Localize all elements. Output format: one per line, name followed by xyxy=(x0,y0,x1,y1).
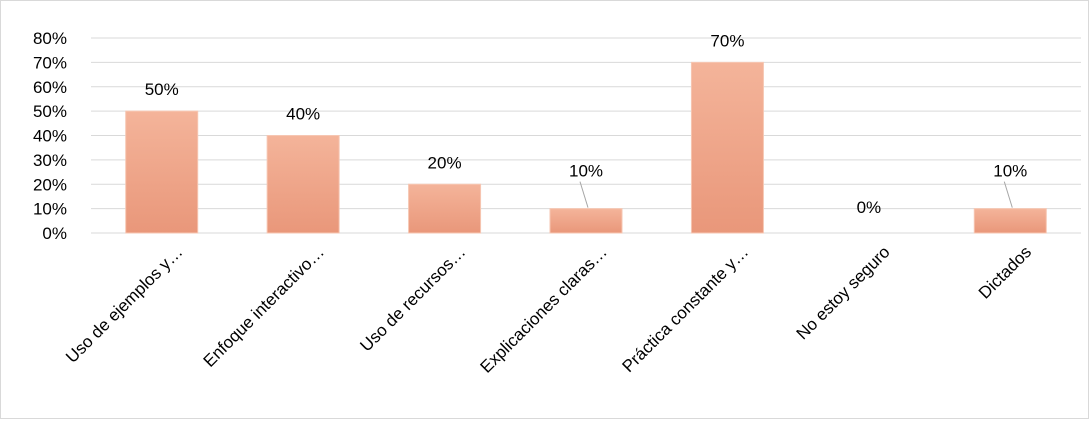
y-tick-label: 10% xyxy=(33,200,67,219)
y-tick-label: 0% xyxy=(42,224,67,243)
leader-line xyxy=(579,181,589,208)
bar xyxy=(408,183,482,234)
gridlines xyxy=(91,37,1081,234)
data-label: 10% xyxy=(569,162,603,181)
bar xyxy=(125,110,199,234)
y-tick-label: 40% xyxy=(33,127,67,146)
leader-line xyxy=(1003,181,1013,208)
data-label: 70% xyxy=(710,31,744,50)
bar xyxy=(690,61,764,234)
y-tick-label: 30% xyxy=(33,151,67,170)
bar xyxy=(266,135,340,234)
bar xyxy=(549,208,623,234)
category-labels: Uso de ejemplos y… Enfoque interactivo… Us… xyxy=(62,242,1035,376)
category-label: Explicaciones claras… xyxy=(476,242,610,376)
category-label: Uso de recursos… xyxy=(356,242,469,355)
bars xyxy=(125,61,1047,234)
y-tick-label: 80% xyxy=(33,29,67,48)
category-label: Dictados xyxy=(975,242,1035,302)
bar xyxy=(973,208,1047,234)
category-label: No estoy seguro xyxy=(793,242,894,343)
y-axis-tick-labels: 0% 10% 20% 30% 40% 50% 60% 70% 80% xyxy=(33,29,67,243)
data-label: 0% xyxy=(857,198,882,217)
data-labels: 50% 40% 20% 10% 70% 0% 10% xyxy=(145,31,1028,217)
category-label: Práctica constante y… xyxy=(619,242,753,376)
y-tick-label: 70% xyxy=(33,53,67,72)
y-tick-label: 20% xyxy=(33,175,67,194)
data-label: 10% xyxy=(993,162,1027,181)
data-label: 50% xyxy=(145,80,179,99)
data-label: 40% xyxy=(286,105,320,124)
category-label: Enfoque interactivo… xyxy=(200,242,328,370)
y-tick-label: 50% xyxy=(33,102,67,121)
category-label: Uso de ejemplos y… xyxy=(62,242,186,366)
data-label: 20% xyxy=(428,153,462,172)
y-tick-label: 60% xyxy=(33,78,67,97)
